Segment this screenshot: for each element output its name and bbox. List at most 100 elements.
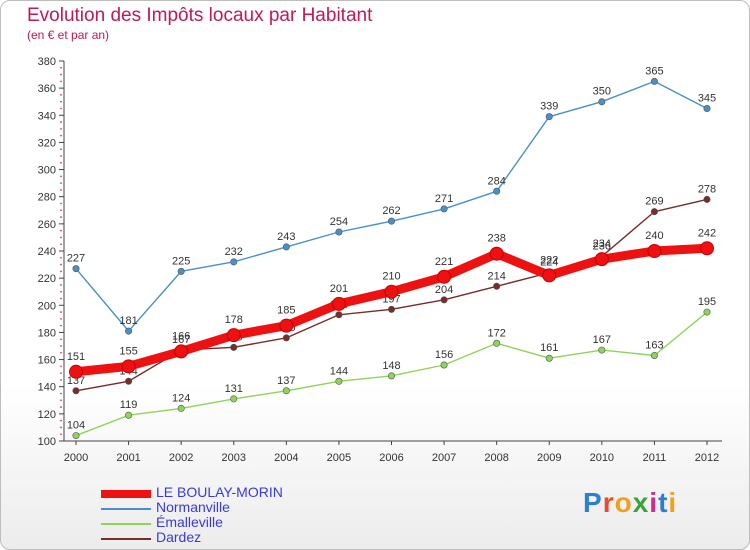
data-label-normanville: 271 (435, 193, 453, 205)
data-label-le-boulay-morin: 151 (67, 351, 85, 363)
x-tick-label: 2010 (590, 452, 614, 464)
data-label-normanville: 243 (277, 231, 295, 243)
y-tick-label: 220 (38, 273, 56, 285)
data-label-dardez: 224 (540, 257, 558, 269)
y-minor-tick (60, 351, 62, 354)
y-minor-tick (60, 127, 62, 130)
y-minor-tick (60, 297, 62, 300)
y-tick-label: 340 (38, 110, 56, 122)
data-point-normanville (545, 113, 553, 121)
data-point-normanville (703, 105, 711, 113)
data-point-dardez (72, 387, 80, 395)
data-label-le-boulay-morin: 166 (172, 330, 190, 342)
data-point-malleville (282, 387, 290, 395)
data-point-le-boulay-morin (69, 364, 83, 379)
data-label-normanville: 262 (382, 205, 400, 217)
y-minor-tick (60, 107, 62, 110)
y-tick-label: 320 (38, 137, 56, 149)
y-minor-tick (60, 263, 62, 266)
x-tick-label: 2002 (169, 452, 193, 464)
data-label-dardez: 137 (67, 375, 85, 387)
data-label-le-boulay-morin: 155 (119, 345, 137, 357)
data-point-dardez (282, 334, 290, 342)
chart-title: Evolution des Impôts locaux par Habitant (27, 5, 373, 26)
data-point-dardez (335, 311, 343, 319)
data-point-normanville (598, 98, 606, 106)
data-label-malleville: 137 (277, 375, 295, 387)
y-tick-label: 240 (38, 246, 56, 258)
data-point-malleville (335, 377, 343, 385)
data-label-le-boulay-morin: 210 (382, 271, 400, 283)
data-label-dardez: 236 (593, 240, 611, 252)
data-point-malleville (703, 308, 711, 316)
x-tick-label: 2003 (222, 452, 246, 464)
data-label-le-boulay-morin: 242 (698, 227, 716, 239)
data-label-normanville: 232 (225, 246, 243, 258)
y-minor-tick (60, 121, 62, 123)
data-point-le-boulay-morin (331, 296, 346, 311)
data-label-le-boulay-morin: 221 (435, 256, 453, 268)
data-point-normanville (387, 217, 395, 225)
data-label-le-boulay-morin: 201 (330, 283, 348, 295)
data-point-le-boulay-morin (489, 246, 504, 261)
data-label-malleville: 161 (540, 342, 558, 354)
y-minor-tick (60, 216, 62, 218)
y-minor-tick (60, 80, 62, 83)
data-point-normanville (72, 265, 80, 273)
data-point-normanville (230, 258, 238, 266)
data-point-dardez (230, 343, 238, 351)
x-tick-label: 2001 (116, 452, 140, 464)
data-label-normanville: 227 (67, 253, 85, 265)
chart-subtitle: (en € et par an) (27, 28, 110, 42)
data-label-le-boulay-morin: 222 (540, 254, 558, 266)
x-tick-label: 2011 (643, 452, 667, 464)
legend-label-le-boulay-morin: LE BOULAY-MORIN (156, 484, 283, 500)
data-point-normanville (177, 267, 185, 275)
y-tick-label: 120 (38, 409, 56, 421)
y-minor-tick (60, 324, 62, 327)
data-point-malleville (72, 432, 80, 440)
y-minor-tick (60, 399, 62, 402)
data-label-dardez: 214 (487, 270, 505, 282)
data-label-le-boulay-morin: 238 (487, 233, 505, 245)
x-tick-label: 2008 (484, 452, 508, 464)
y-minor-tick (60, 256, 62, 259)
data-point-malleville (598, 346, 606, 354)
data-label-malleville: 156 (435, 349, 453, 361)
data-point-le-boulay-morin (384, 284, 399, 299)
line-chart: 100 120 140 160 180 200 220 240 260 280 300 320 340 3… (38, 56, 722, 464)
data-point-dardez (125, 377, 133, 385)
data-point-le-boulay-morin (279, 318, 294, 333)
y-minor-tick (60, 66, 62, 69)
y-tick-label: 260 (38, 219, 56, 231)
data-label-normanville: 181 (119, 315, 137, 327)
data-label-normanville: 350 (593, 86, 611, 98)
y-minor-tick (60, 372, 62, 375)
legend-swatch-le-boulay-morin (101, 490, 151, 498)
data-point-malleville (177, 404, 185, 412)
data-label-normanville: 345 (698, 93, 716, 105)
data-label-normanville: 284 (487, 175, 505, 187)
data-point-malleville (650, 351, 658, 359)
data-point-dardez (650, 208, 658, 216)
legend-label-emalleville: Émalleville (156, 514, 223, 530)
y-minor-tick (60, 311, 62, 313)
data-label-dardez: 204 (435, 284, 453, 296)
y-minor-tick (60, 243, 62, 246)
data-label-dardez: 269 (645, 196, 663, 208)
y-minor-tick (60, 175, 62, 178)
y-minor-tick (60, 419, 62, 422)
x-tick-label: 2004 (274, 452, 298, 464)
y-minor-tick (60, 182, 62, 185)
data-label-malleville: 144 (330, 365, 348, 377)
y-minor-tick (60, 406, 62, 408)
y-tick-label: 380 (38, 56, 56, 68)
data-label-le-boulay-morin: 185 (277, 305, 295, 317)
y-minor-tick (60, 94, 62, 96)
proxiti-logo: Proxiti (583, 487, 678, 518)
data-point-normanville (335, 228, 343, 236)
data-label-normanville: 365 (645, 65, 663, 77)
legend-label-normanville: Normanville (156, 499, 230, 515)
data-point-dardez (387, 305, 395, 313)
x-tick-label: 2000 (64, 452, 88, 464)
